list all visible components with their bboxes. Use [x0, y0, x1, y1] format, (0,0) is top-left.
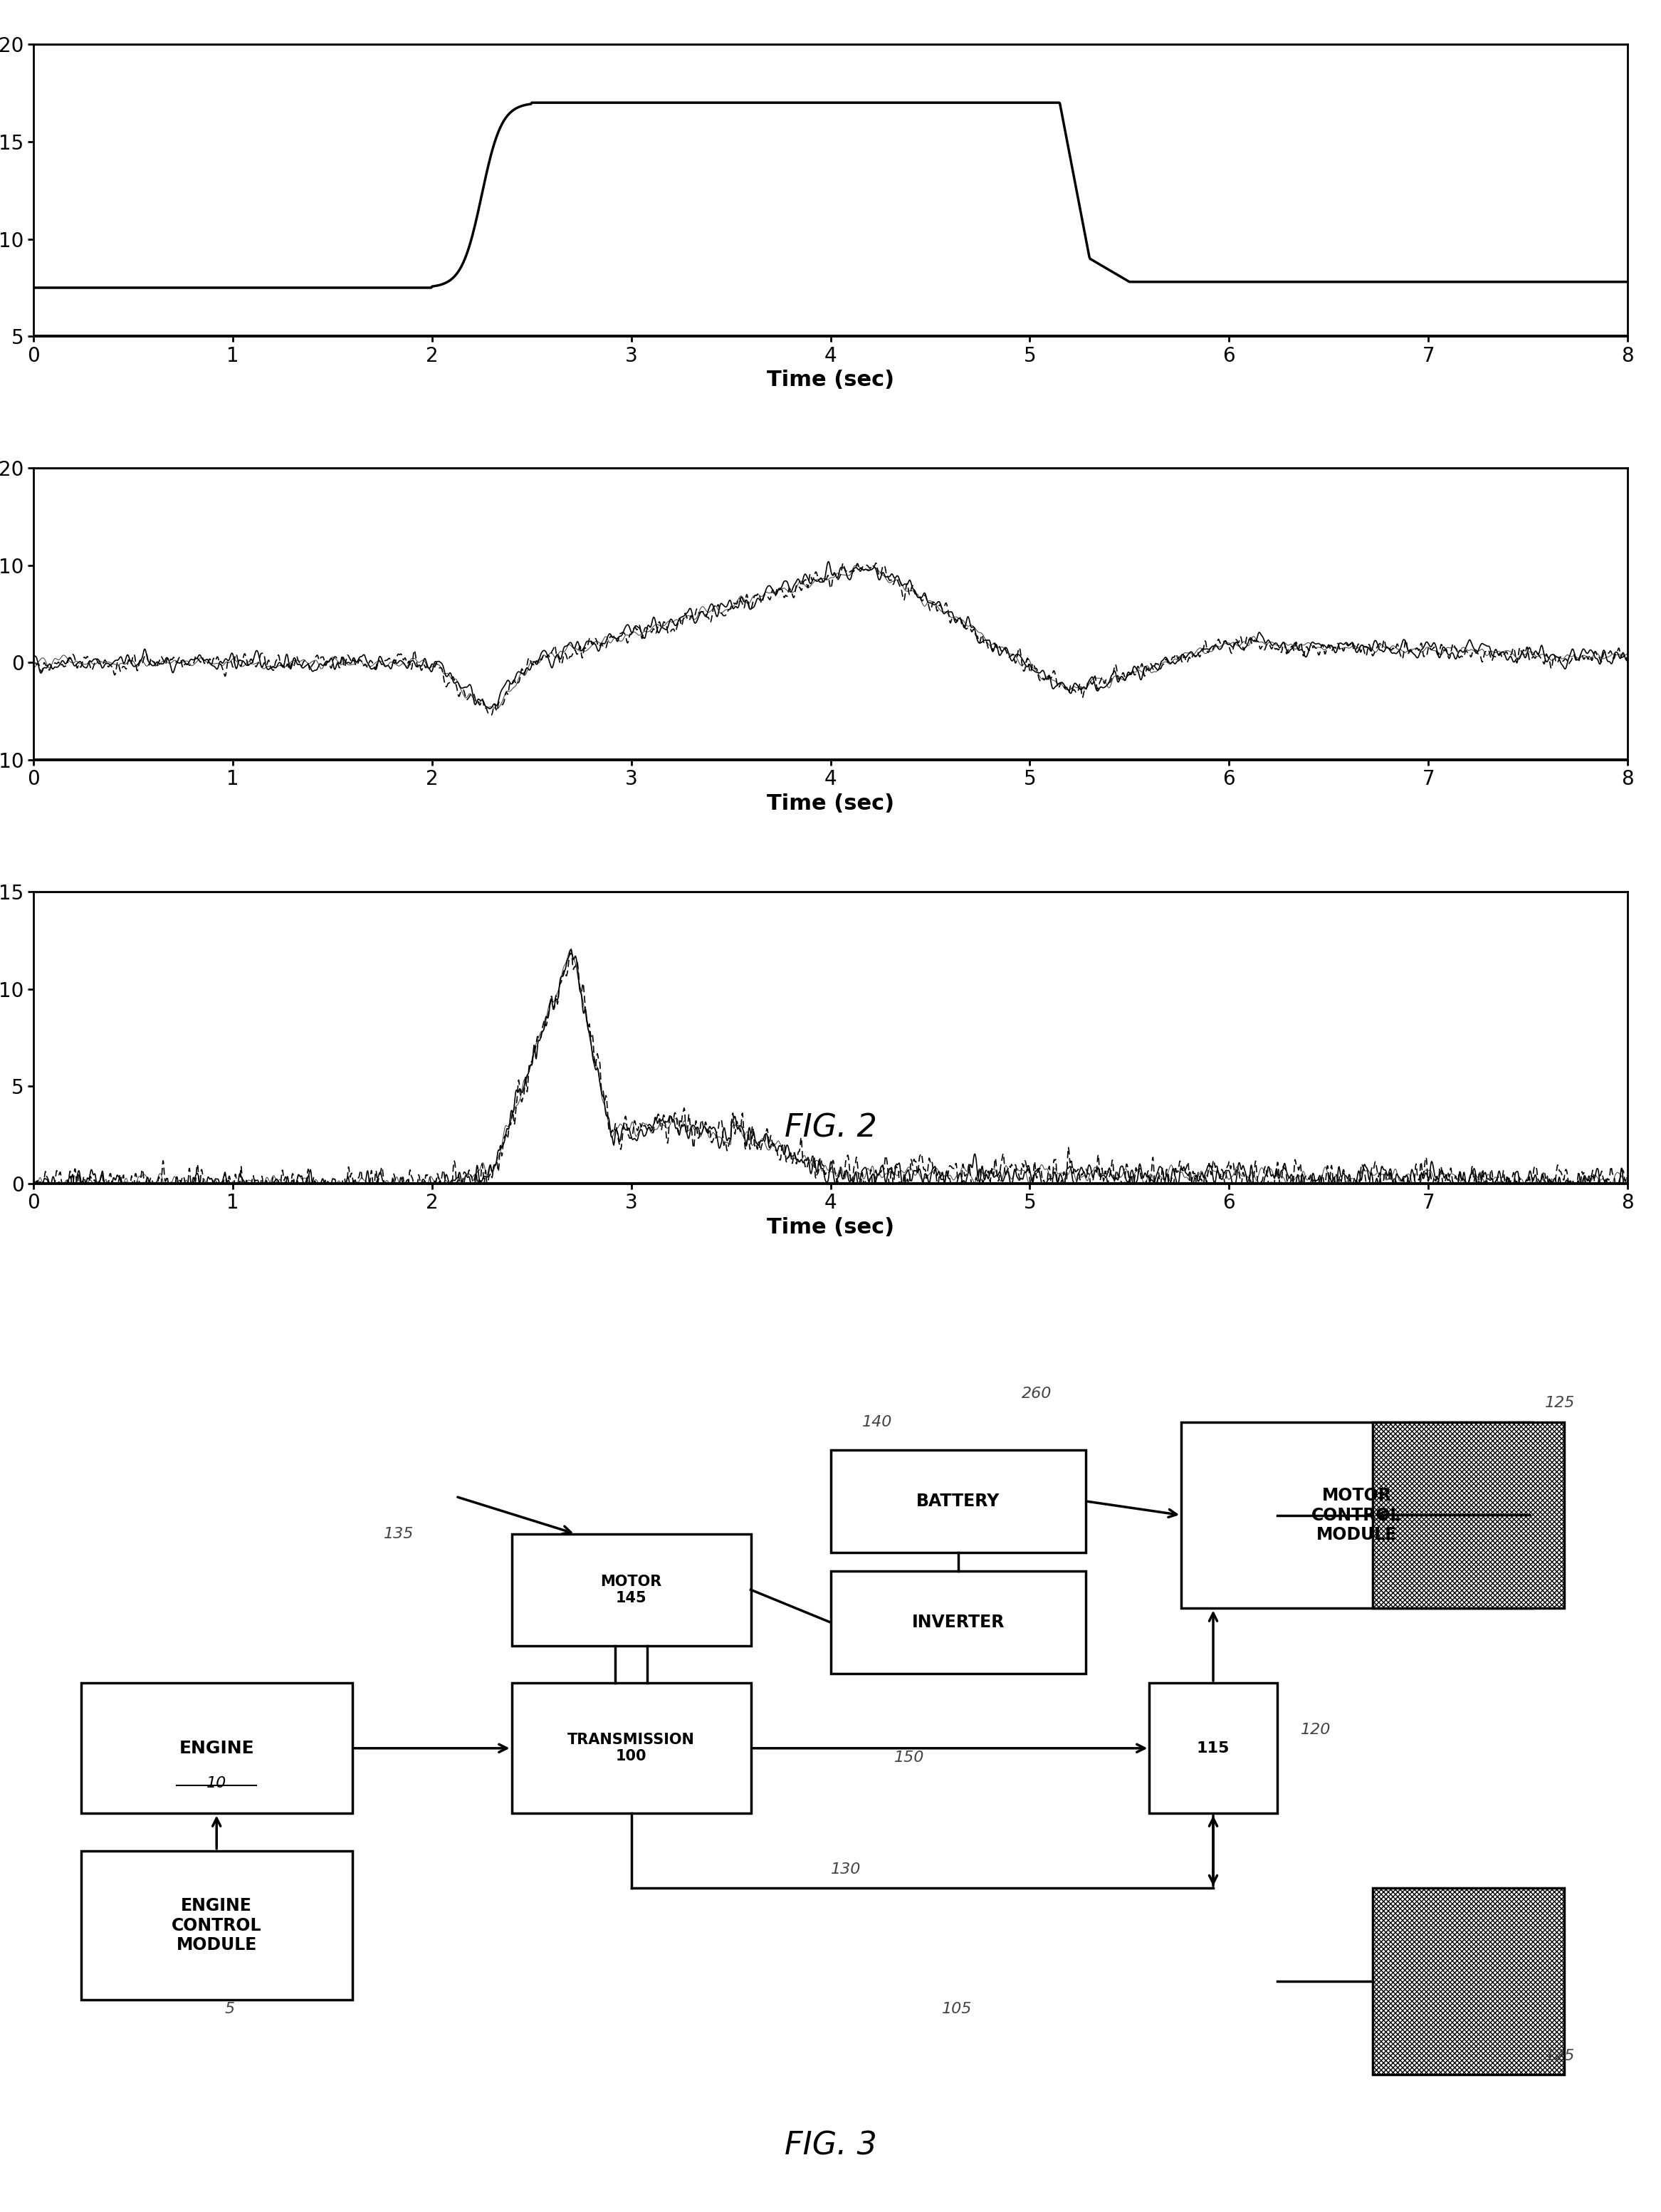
Text: 120: 120: [1301, 1723, 1330, 1736]
Text: TRANSMISSION
100: TRANSMISSION 100: [568, 1732, 694, 1763]
Text: 105: 105: [942, 2002, 972, 2017]
Text: 125: 125: [1545, 2048, 1575, 2064]
X-axis label: Time (sec): Time (sec): [767, 369, 894, 389]
FancyBboxPatch shape: [512, 1683, 751, 1814]
FancyBboxPatch shape: [81, 1683, 352, 1814]
Text: FIG. 3: FIG. 3: [784, 2130, 877, 2161]
FancyBboxPatch shape: [81, 1851, 352, 2000]
Text: 140: 140: [862, 1416, 892, 1429]
FancyBboxPatch shape: [830, 1449, 1086, 1553]
Text: 135: 135: [384, 1526, 414, 1542]
Text: MOTOR
145: MOTOR 145: [601, 1575, 661, 1606]
Text: 5: 5: [224, 2002, 234, 2017]
FancyBboxPatch shape: [1181, 1422, 1531, 1608]
FancyBboxPatch shape: [830, 1571, 1086, 1674]
Text: INVERTER: INVERTER: [912, 1615, 1005, 1630]
Text: 130: 130: [830, 1863, 860, 1876]
Text: 150: 150: [894, 1750, 925, 1765]
Text: BATTERY: BATTERY: [917, 1493, 1000, 1511]
Text: 260: 260: [1022, 1387, 1051, 1400]
Text: ENGINE: ENGINE: [179, 1739, 254, 1756]
X-axis label: Time (sec): Time (sec): [767, 1217, 894, 1239]
Text: ENGINE
CONTROL
MODULE: ENGINE CONTROL MODULE: [171, 1898, 262, 1953]
Text: FIG. 2: FIG. 2: [784, 1113, 877, 1144]
Text: MOTOR
CONTROL
MODULE: MOTOR CONTROL MODULE: [1312, 1486, 1402, 1544]
FancyBboxPatch shape: [512, 1533, 751, 1646]
Text: 115: 115: [1196, 1741, 1229, 1756]
X-axis label: Time (sec): Time (sec): [767, 794, 894, 814]
FancyBboxPatch shape: [1149, 1683, 1277, 1814]
FancyBboxPatch shape: [1372, 1889, 1565, 2075]
Text: 10: 10: [206, 1776, 226, 1790]
FancyBboxPatch shape: [1372, 1422, 1565, 1608]
Text: 125: 125: [1545, 1396, 1575, 1411]
